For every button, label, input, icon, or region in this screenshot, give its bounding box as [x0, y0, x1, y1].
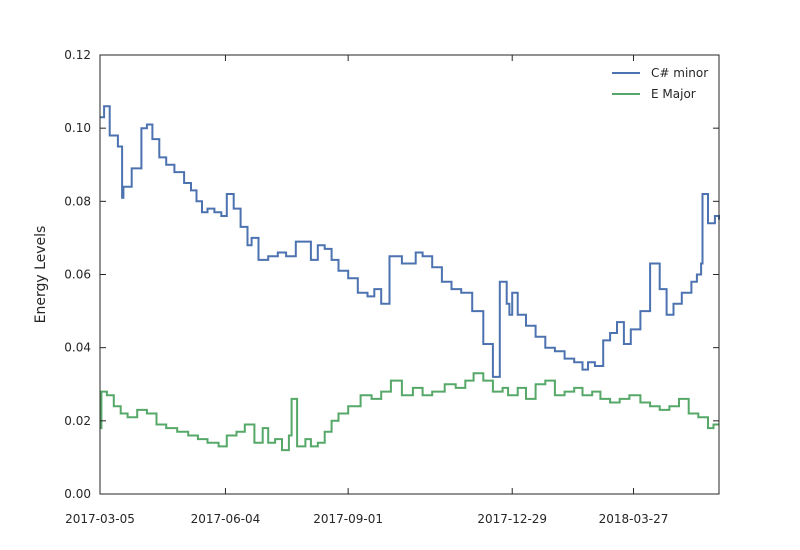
y-axis-label: Energy Levels: [33, 226, 49, 324]
legend-label-1: E Major: [651, 87, 696, 101]
legend-label-0: C# minor: [651, 66, 708, 80]
y-tick-label: 0.04: [64, 341, 91, 355]
x-tick-label: 2017-03-05: [65, 512, 135, 526]
legend: C# minor E Major: [612, 66, 708, 101]
series-line-1: [100, 372, 719, 452]
x-tick-label: 2017-12-29: [477, 512, 547, 526]
x-tick-label: 2017-06-04: [191, 512, 261, 526]
series-layer: [100, 105, 720, 452]
plot-area: [99, 54, 720, 495]
x-tick-label: 2018-03-27: [599, 512, 669, 526]
y-tick-label: 0.10: [64, 121, 91, 135]
y-tick-label: 0.00: [64, 487, 91, 501]
series-line-0: [100, 105, 720, 378]
y-tick-label: 0.02: [64, 414, 91, 428]
x-axis: 2017-03-05 2017-06-04 2017-09-01 2017-12-29…: [65, 55, 668, 526]
y-axis: 0.00 0.02 0.04 0.06 0.08 0.10 0.12: [64, 48, 719, 501]
x-tick-label: 2017-09-01: [313, 512, 383, 526]
y-tick-label: 0.12: [64, 48, 91, 62]
y-tick-label: 0.06: [64, 268, 91, 282]
y-tick-label: 0.08: [64, 194, 91, 208]
plot-frame: [99, 54, 720, 495]
